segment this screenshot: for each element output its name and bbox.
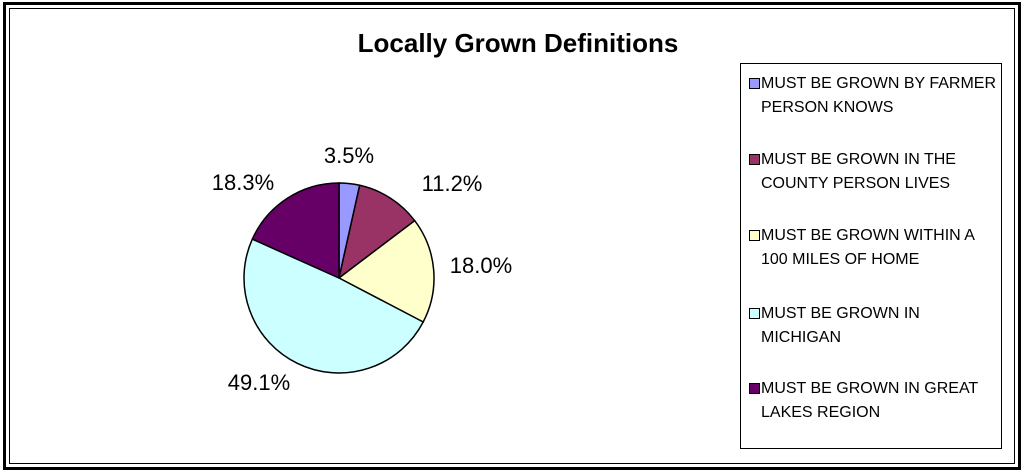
legend-entry: MUST BE GROWN IN GREAT LAKES REGION [749, 377, 997, 425]
legend-label: MUST BE GROWN IN THE COUNTY PERSON LIVES [761, 151, 956, 192]
legend-label: MUST BE GROWN IN MICHIGAN [761, 305, 920, 346]
pie-slice [243, 238, 425, 374]
slice-value-label: 49.1% [228, 370, 290, 395]
legend-swatch [749, 383, 760, 394]
chart-title: Locally Grown Definitions [357, 28, 679, 58]
legend-label: MUST BE GROWN WITHIN A 100 MILES OF HOME [761, 227, 975, 268]
legend-label: MUST BE GROWN IN GREAT LAKES REGION [761, 380, 978, 421]
slice-value-label: 3.5% [324, 143, 374, 168]
legend-entry: MUST BE GROWN BY FARMER PERSON KNOWS [749, 72, 997, 120]
slice-value-label: 11.2% [422, 171, 483, 196]
pie-slice [337, 219, 435, 324]
legend: MUST BE GROWN BY FARMER PERSON KNOWS MUS… [740, 63, 1002, 449]
legend-label: MUST BE GROWN BY FARMER PERSON KNOWS [761, 75, 996, 116]
pie-slice [251, 182, 340, 280]
slice-value-label: 18.0% [450, 253, 512, 278]
legend-swatch [749, 78, 760, 89]
pie-slices [243, 182, 435, 374]
pie-slice [337, 184, 416, 280]
slice-value-label: 18.3% [212, 170, 274, 195]
pie-value-labels: 3.5% 11.2% 18.0% 49.1% 18.3% [212, 143, 512, 395]
legend-entry: MUST BE GROWN IN THE COUNTY PERSON LIVES [749, 148, 997, 196]
legend-swatch [749, 230, 760, 241]
legend-entry: MUST BE GROWN WITHIN A 100 MILES OF HOME [749, 224, 997, 272]
legend-entry: MUST BE GROWN IN MICHIGAN [749, 302, 997, 350]
legend-swatch [749, 154, 760, 165]
legend-swatch [749, 308, 760, 319]
